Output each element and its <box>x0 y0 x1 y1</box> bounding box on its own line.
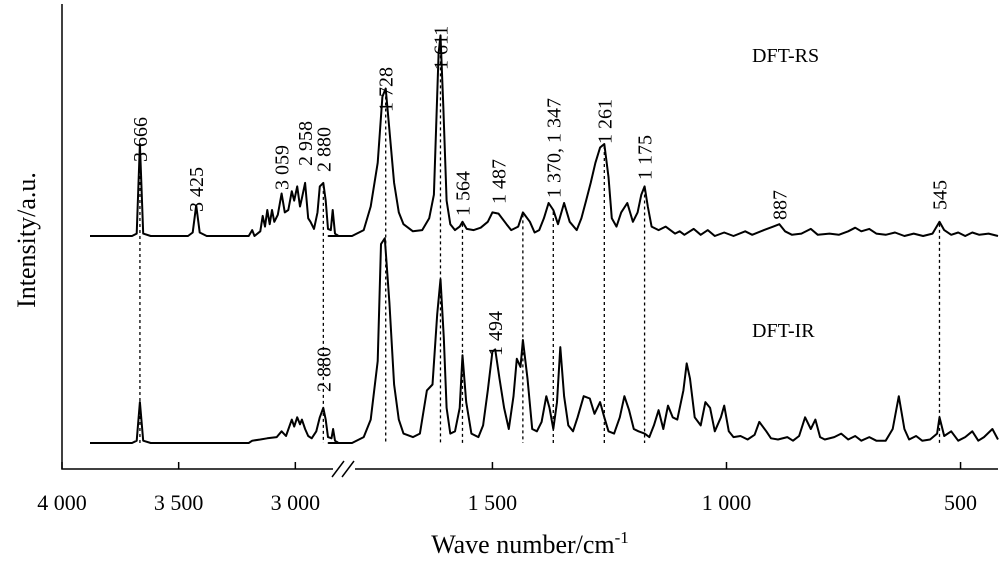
x-tick-label: 1 500 <box>468 490 518 515</box>
peak-label: 887 <box>769 190 791 220</box>
peak-label: 1 370, 1 347 <box>543 98 565 198</box>
peak-label: 1 494 <box>485 311 507 356</box>
y-axis-label: Intensity/a.u. <box>12 172 41 308</box>
series-line-dft-rs <box>90 34 999 237</box>
x-tick-label: 3 000 <box>271 490 321 515</box>
peak-label: 1 611 <box>431 26 453 70</box>
x-axis-label: Wave number/cm-1 <box>431 528 629 559</box>
peak-label: 2 880 <box>313 127 335 172</box>
peak-label: 3 059 <box>272 145 294 190</box>
peak-label: 2 958 <box>295 121 317 166</box>
axis-break-mark <box>331 460 345 478</box>
guide-lines <box>139 37 941 443</box>
plot-frame: 4 000 3 500 3 000 1 500 1 000 500 <box>37 4 998 515</box>
x-ticks: 4 000 3 500 3 000 1 500 1 000 500 <box>37 462 977 515</box>
peak-label: 3 425 <box>186 167 208 212</box>
axis-break-mark <box>341 460 355 478</box>
x-tick-label: 4 000 <box>37 490 87 515</box>
series-label: DFT-IR <box>752 320 815 342</box>
x-axis-label-sup: -1 <box>615 528 629 547</box>
peak-label: 3 666 <box>130 117 152 162</box>
peak-label: 545 <box>930 180 952 210</box>
axis-break <box>331 460 355 478</box>
series-labels: DFT-RS DFT-IR <box>752 45 819 342</box>
peak-label: 1 175 <box>635 135 657 180</box>
peak-label: 1 487 <box>489 159 511 204</box>
peak-label: 1 261 <box>594 99 616 144</box>
x-axis-label-main: Wave number/cm <box>431 530 614 559</box>
x-tick-label: 500 <box>944 490 977 515</box>
series-group <box>90 34 999 444</box>
x-tick-label: 3 500 <box>154 490 204 515</box>
peak-label: 1 564 <box>453 171 475 216</box>
series-label: DFT-RS <box>752 45 819 67</box>
peak-label: 2 880 <box>313 347 335 392</box>
x-tick-label: 1 000 <box>702 490 752 515</box>
peak-label: 1 728 <box>376 67 398 112</box>
series-line-dft-ir <box>90 237 999 444</box>
